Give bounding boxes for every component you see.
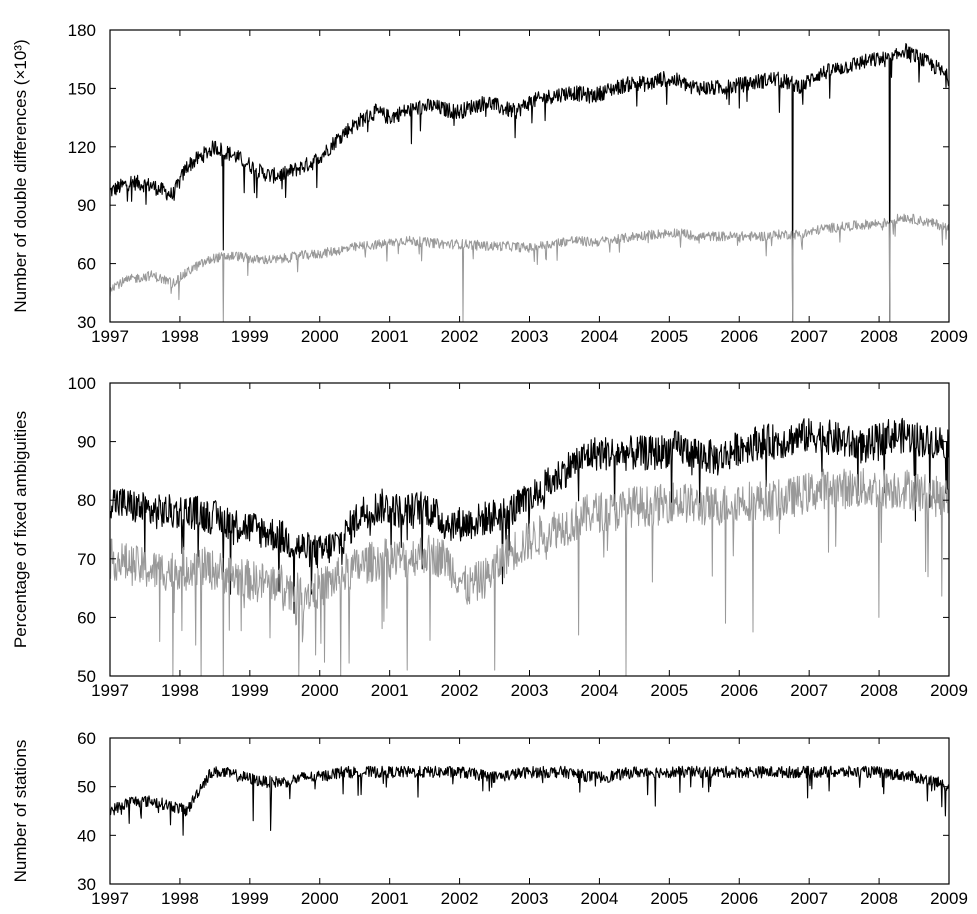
x-tick-label: 1999: [231, 681, 269, 700]
series-line-fixed-ambiguities-0: [109, 417, 950, 614]
x-tick-label: 2000: [301, 327, 339, 346]
x-tick-label: 1997: [91, 681, 129, 700]
x-tick-label: 2003: [511, 681, 549, 700]
y-tick-label: 50: [77, 667, 96, 686]
y-tick-label: 90: [77, 196, 96, 215]
y-tick-label: 60: [77, 608, 96, 627]
x-tick-label: 1999: [231, 327, 269, 346]
y-tick-label: 30: [77, 875, 96, 894]
x-tick-label: 2002: [441, 327, 479, 346]
x-tick-label: 2006: [720, 889, 758, 908]
x-tick-label: 2008: [860, 889, 898, 908]
x-tick-label: 2006: [720, 681, 758, 700]
y-tick-label: 60: [77, 255, 96, 274]
y-tick-label: 80: [77, 491, 96, 510]
y-tick-label: 30: [77, 313, 96, 332]
x-tick-label: 2007: [790, 681, 828, 700]
series-line-double-differences-0: [110, 42, 950, 323]
x-tick-label: 2001: [371, 681, 409, 700]
series-line-number-of-stations-0: [109, 765, 950, 836]
x-tick-label: 2004: [581, 681, 619, 700]
x-tick-label: 1999: [231, 889, 269, 908]
x-tick-label: 2001: [371, 327, 409, 346]
y-tick-label: 90: [77, 433, 96, 452]
x-tick-label: 2009: [930, 681, 968, 700]
x-tick-label: 2008: [860, 681, 898, 700]
y-tick-label: 60: [77, 729, 96, 748]
x-tick-label: 2000: [301, 889, 339, 908]
x-tick-label: 2003: [511, 327, 549, 346]
series-line-double-differences-1: [109, 213, 950, 323]
x-tick-label: 2002: [441, 889, 479, 908]
plot-frame-number-of-stations: [109, 737, 950, 885]
x-tick-label: 2004: [581, 889, 619, 908]
x-tick-label: 1998: [161, 889, 199, 908]
y-tick-label: 120: [68, 138, 96, 157]
x-tick-label: 2002: [441, 681, 479, 700]
x-tick-label: 2005: [650, 327, 688, 346]
x-tick-label: 2009: [930, 327, 968, 346]
x-tick-label: 2008: [860, 327, 898, 346]
y-tick-label: 40: [77, 826, 96, 845]
x-tick-label: 2006: [720, 327, 758, 346]
x-tick-label: 2007: [790, 327, 828, 346]
x-tick-label: 2009: [930, 889, 968, 908]
series-line-fixed-ambiguities-1: [109, 468, 950, 677]
x-tick-label: 2001: [371, 889, 409, 908]
x-tick-label: 1998: [161, 681, 199, 700]
x-tick-label: 2000: [301, 681, 339, 700]
y-tick-label: 150: [68, 79, 96, 98]
x-tick-label: 1997: [91, 889, 129, 908]
x-tick-label: 2004: [581, 327, 619, 346]
y-axis-title-double-differences: Number of double differences (×10³): [11, 39, 30, 312]
x-tick-label: 1998: [161, 327, 199, 346]
x-tick-label: 2005: [650, 889, 688, 908]
panel-double-differences: 1997 1998 1999 2000 2001 2002 2003 2004 2005 2006…: [11, 21, 968, 346]
y-tick-label: 50: [77, 778, 96, 797]
y-tick-label: 100: [68, 374, 96, 393]
y-axis-title-fixed-ambiguities: Percentage of fixed ambiguities: [11, 411, 30, 648]
y-tick-label: 180: [68, 21, 96, 40]
y-axis-title-number-of-stations: Number of stations: [11, 740, 30, 883]
panel-fixed-ambiguities: 1997 1998 1999 2000 2001 2002 2003 2004 2005 2006…: [11, 374, 968, 700]
y-tick-label: 70: [77, 550, 96, 569]
x-tick-label: 2005: [650, 681, 688, 700]
x-tick-label: 2007: [790, 889, 828, 908]
plot-frame-double-differences: [109, 29, 950, 323]
x-tick-label: 2003: [511, 889, 549, 908]
x-tick-label: 1997: [91, 327, 129, 346]
panel-number-of-stations: 1997 1998 1999 2000 2001 2002 2003 2004 2005 2006…: [11, 729, 968, 908]
